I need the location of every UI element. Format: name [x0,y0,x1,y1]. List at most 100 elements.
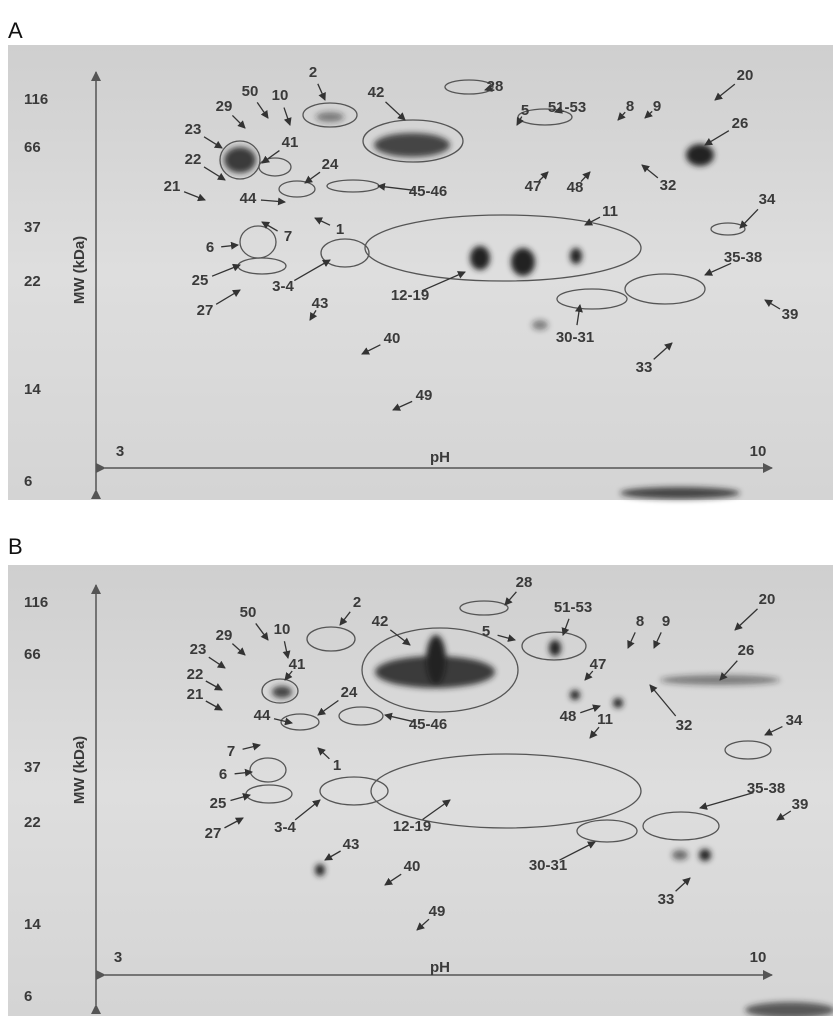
spot-label: 47 [525,178,542,195]
spot-label: 12-19 [393,818,431,835]
spot-label: 3-4 [272,278,294,295]
ph-tick-label: 3 [116,443,124,460]
spot-arrow [416,918,430,931]
spot-arrow [317,83,326,101]
spot-label: 50 [240,604,257,621]
spot-label: 47 [590,656,607,673]
spot-label: 25 [192,272,209,289]
spot-arrow [203,136,223,149]
spot-arrow [224,817,244,829]
spot-label: 5 [482,623,490,640]
spot-arrow [221,241,239,250]
spot-arrow [627,632,636,649]
spot-arrow [234,768,253,777]
spot-arrow [641,164,659,179]
spot-arrow [497,634,516,642]
spot-label: 27 [205,825,222,842]
spot-arrow [261,150,280,164]
spot-label: 41 [289,656,306,673]
spot-arrow [282,641,291,659]
spot-arrow [324,850,341,861]
ph-axis-label: pH [430,959,450,976]
spot-arrow [389,629,411,646]
spot-label: 33 [658,891,675,908]
spot-arrow [739,208,759,229]
spot-arrow [283,107,292,126]
mw-tick-label: 116 [24,91,48,108]
spot-arrow [260,197,286,206]
mw-tick-label: 14 [24,916,41,933]
spot-outline [302,102,358,128]
spot-arrow [484,84,493,92]
spot-label: 41 [282,134,299,151]
spot-arrow [215,289,241,305]
spot-outline [556,288,628,310]
spot-label: 28 [487,78,504,95]
spot-label: 10 [274,621,291,638]
spot-arrow [776,810,792,821]
spot-outline [576,819,638,843]
spot-arrow [205,680,223,691]
spot-label: 11 [602,203,618,220]
spot-outline [362,119,464,163]
spot-arrow [617,111,626,121]
spot-label: 29 [216,627,233,644]
spot-label: 1 [333,757,341,774]
spot-label: 29 [216,98,233,115]
spot-label: 34 [759,191,776,208]
spot-arrow [183,191,206,202]
mw-tick-label: 37 [24,759,41,776]
mw-tick-label: 37 [24,219,41,236]
spot-label: 45-46 [409,716,447,733]
spot-label: 7 [227,743,235,760]
spot-arrow [203,166,226,181]
spot-label: 28 [516,574,533,591]
spot-outline [642,811,720,841]
spot-label: 43 [312,295,329,312]
spot-arrow [704,130,730,146]
spot-arrow [205,700,223,711]
spot-label: 11 [597,711,613,728]
spot-arrow [589,726,600,739]
spot-label: 44 [240,190,257,207]
spot-arrow [284,670,293,681]
spot-arrow [339,611,351,626]
spot-label: 3-4 [274,819,296,836]
mw-tick-label: 14 [24,381,41,398]
spot-arrow [764,726,783,736]
spot-arrow [421,271,466,292]
spot-arrow [559,841,596,861]
spot-outline [258,157,292,177]
mw-axis-label: MW (kDa) [71,236,88,304]
spot-label: 39 [792,796,809,813]
spot-label: 2 [309,64,317,81]
spot-label: 9 [662,613,670,630]
spot-arrow [377,182,416,192]
spot-label: 5 [521,102,529,119]
spot-arrow [231,643,246,656]
spot-arrow [734,608,758,631]
spot-label: 49 [429,903,446,920]
spot-label: 45-46 [409,183,447,200]
spot-label: 23 [190,641,207,658]
spot-arrow [584,670,594,681]
spot-label: 24 [322,156,339,173]
spot-arrow [580,171,591,183]
spot-label: 40 [384,330,401,347]
spot-label: 49 [416,387,433,404]
spot-arrow [242,742,261,751]
spot-label: 50 [242,83,259,100]
spot-outline [370,753,642,829]
spot-label: 24 [341,684,358,701]
spot-arrow [580,704,601,714]
spot-label: 40 [404,858,421,875]
spot-arrow [314,217,331,226]
spot-arrow [317,699,339,716]
spot-label: 9 [653,98,661,115]
spot-outline [280,713,320,731]
panel-letter: A [8,18,23,43]
ph-tick-label: 10 [750,443,767,460]
spot-label: 22 [185,151,202,168]
mw-tick-label: 66 [24,139,41,156]
